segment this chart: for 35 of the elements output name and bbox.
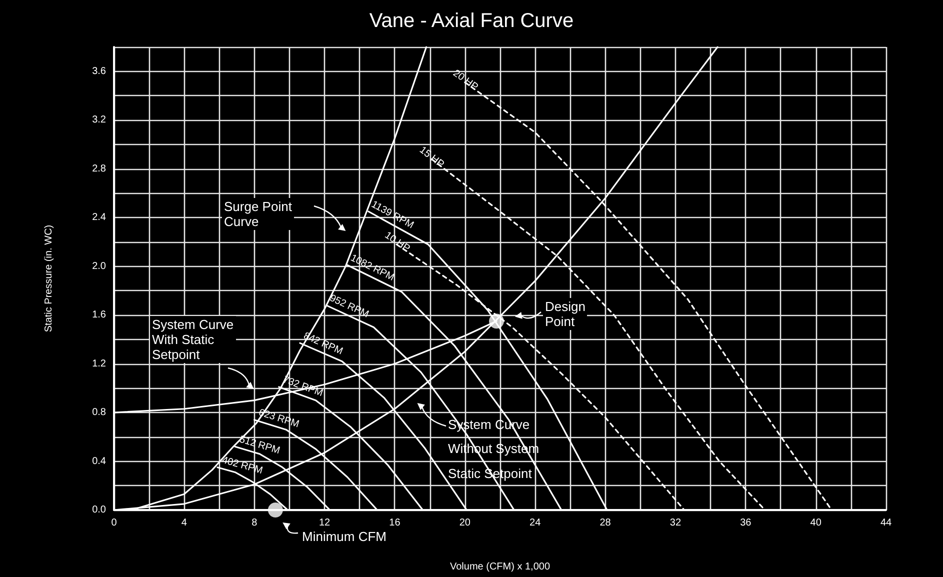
x-axis-title: Volume (CFM) x 1,000 <box>450 562 550 572</box>
x-tick-label: 8 <box>252 518 258 528</box>
x-tick-label: 16 <box>389 518 401 528</box>
text: 1139 RPM <box>369 199 416 232</box>
annotation: Design Point <box>543 298 588 330</box>
annotation: System Curve With Static Setpoint <box>150 316 236 363</box>
x-tick-label: 0 <box>111 518 118 528</box>
x-tick-label: 20 <box>459 518 471 528</box>
y-tick-label: 3.6 <box>92 66 106 77</box>
x-tick-label: 40 <box>810 518 822 528</box>
text: 15 HP <box>417 144 446 171</box>
x-tick-label: 12 <box>318 518 331 528</box>
x-tick-label: 44 <box>880 518 892 528</box>
x-tick-label: 36 <box>740 518 752 528</box>
annotation: Surge Point Curve <box>222 198 294 230</box>
text: 952 RPM <box>328 292 370 320</box>
y-tick-label: 0.0 <box>92 504 106 516</box>
text: 1082 RPM <box>348 252 396 284</box>
x-tick-label: 24 <box>530 518 542 528</box>
x-tick-label: 32 <box>670 518 682 528</box>
y-tick-label: 3.2 <box>92 114 106 126</box>
text: Minimum CFM <box>300 528 388 545</box>
chart-title: Vane - Axial Fan Curve <box>369 10 574 32</box>
x-tick-label: 4 <box>181 518 188 528</box>
y-axis-title: Static Pressure (in. WC) <box>44 224 54 332</box>
y-tick-label: 2.8 <box>92 163 106 174</box>
y-tick-label: 0.4 <box>92 456 106 467</box>
y-tick-label: 2.4 <box>92 212 106 224</box>
text: 402 RPM <box>220 454 264 477</box>
y-tick-label: 0.8 <box>92 407 106 418</box>
x-tick-label: 28 <box>600 518 612 528</box>
y-tick-label: 2.0 <box>92 260 106 272</box>
y-tick-label: 1.6 <box>92 310 106 321</box>
text: 10 HP <box>382 230 412 255</box>
y-tick-label: 1.2 <box>92 358 106 370</box>
